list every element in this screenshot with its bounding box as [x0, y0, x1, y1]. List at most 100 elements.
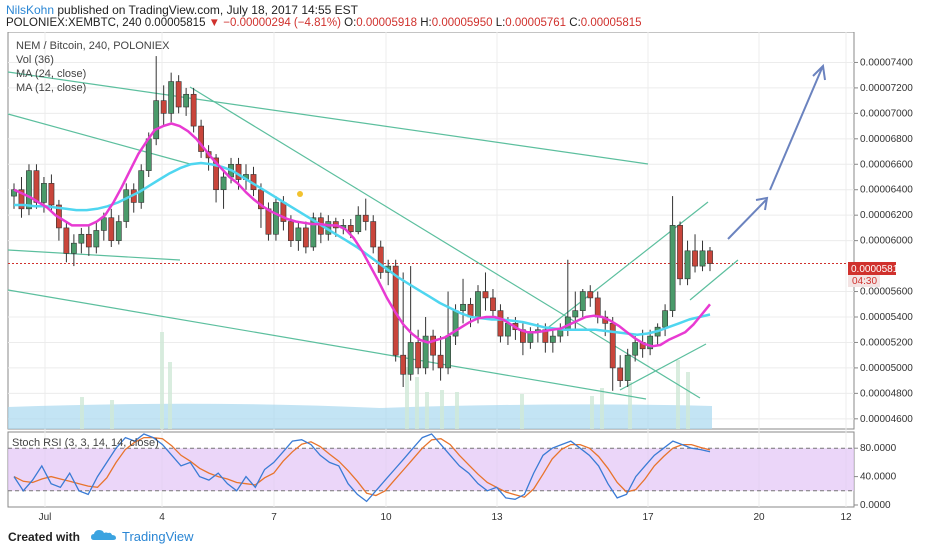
legend-vol: Vol (36)	[16, 54, 54, 66]
low-label: L:	[495, 17, 506, 29]
candles	[11, 56, 713, 391]
price-tag	[848, 262, 896, 275]
candle-down	[497, 310, 504, 337]
volume-spike	[600, 388, 604, 429]
candle-down	[33, 170, 40, 203]
candle-down	[617, 367, 624, 381]
candle-up	[505, 323, 511, 337]
candle-up	[422, 335, 429, 369]
y-tick-label: 0.00006000	[860, 236, 913, 247]
y-tick-label: 0.00007200	[860, 83, 913, 94]
candle-up	[295, 227, 302, 241]
projection-arrow	[769, 67, 823, 191]
change-value: −0.00000294 (−4.81%)	[223, 17, 341, 29]
tradingview-brand[interactable]: TradingView	[122, 529, 194, 544]
x-axis: Jul 4 7 10 13 17 20 12	[39, 512, 852, 522]
stoch-tick-label: 0.0000	[860, 500, 891, 511]
x-tick-label: 12	[840, 512, 852, 522]
down-triangle-icon: ▼	[208, 17, 221, 29]
candle-down	[175, 81, 182, 108]
candle-down	[490, 297, 496, 311]
candle-up	[220, 176, 227, 191]
arrowhead-icon	[812, 63, 826, 81]
candle-down	[609, 323, 616, 369]
candle-down	[235, 163, 242, 180]
countdown-value: 04:30	[852, 276, 877, 287]
x-tick-label: 10	[380, 512, 392, 522]
candle-up	[183, 93, 190, 108]
author-link[interactable]: NilsKohn	[6, 3, 55, 17]
candle-up	[662, 310, 668, 328]
candle-up	[123, 189, 130, 222]
volume-spike	[110, 400, 114, 429]
main-pane	[7, 32, 855, 430]
stoch-tick-label: 40.0000	[860, 472, 897, 483]
open-value: 0.00005918	[356, 17, 418, 29]
y-tick-label: 0.00004800	[860, 388, 913, 399]
candle-down	[362, 214, 369, 222]
y-tick-label: 0.00007400	[860, 57, 913, 68]
created-with: Created with	[8, 530, 81, 544]
y-tick-label: 0.00005400	[860, 312, 913, 323]
projection-arrows	[727, 63, 826, 240]
high-label: H:	[420, 17, 432, 29]
volume-spike	[415, 377, 419, 429]
candle-up	[475, 291, 481, 318]
x-tick-label: 20	[753, 512, 765, 522]
trendline	[619, 343, 707, 391]
candle-up	[632, 342, 639, 356]
candle-up	[460, 303, 466, 311]
trendline	[7, 249, 181, 261]
tradingview-cloud-icon	[91, 530, 116, 540]
candle-down	[85, 233, 92, 248]
candle-down	[213, 157, 219, 191]
trendline	[689, 259, 739, 301]
volume-spike	[520, 394, 524, 429]
candle-down	[108, 217, 115, 241]
candle-down	[482, 291, 489, 299]
symbol-label: POLONIEX:XEMBTC, 240	[6, 17, 142, 29]
x-tick-label: 13	[491, 512, 503, 522]
candle-down	[160, 100, 167, 114]
volume-spike	[405, 367, 409, 429]
y-tick-label: 0.00006800	[860, 134, 913, 145]
candle-down	[430, 335, 436, 356]
moving-averages	[13, 122, 711, 348]
candle-up	[572, 310, 579, 318]
footer: Created with TradingView	[0, 522, 932, 550]
candle-up	[527, 331, 534, 343]
y-tick-label: 0.00005200	[860, 337, 913, 348]
candle-up	[273, 202, 279, 235]
candle-down	[265, 208, 272, 235]
open-label: O:	[344, 17, 357, 29]
candle-down	[370, 221, 377, 248]
candle-up	[70, 242, 77, 254]
candle-up	[100, 217, 107, 231]
volume-area	[8, 403, 712, 429]
stoch-rsi	[8, 433, 854, 503]
candle-up	[624, 354, 631, 381]
y-tick-label: 0.00006600	[860, 159, 913, 170]
stoch-band	[8, 448, 854, 491]
candle-down	[594, 297, 601, 318]
trendline	[544, 201, 709, 331]
volume-spike	[628, 382, 632, 429]
candle-up	[310, 217, 317, 248]
legend-ma24: MA (24, close)	[16, 68, 86, 80]
y-tick-label: 0.00004600	[860, 414, 913, 425]
alert-marker	[297, 191, 303, 197]
y-tick-label: 0.00005600	[860, 287, 913, 298]
close-value: 0.00005815	[580, 17, 642, 29]
candle-down	[692, 250, 698, 267]
ma12-line	[13, 122, 711, 348]
candle-down	[198, 125, 204, 152]
stoch-tick-label: 80.0000	[860, 443, 897, 454]
candle-down	[190, 93, 197, 127]
price-chart[interactable]: 0.00004600 0.00004800 0.00005000 0.00005200…	[0, 32, 932, 522]
candle-down	[400, 354, 407, 375]
candle-up	[41, 183, 47, 203]
publish-header: NilsKohn published on TradingView.com, J…	[6, 3, 358, 17]
symbol-header: POLONIEX:XEMBTC, 240 0.00005815 ▼ −0.000…	[6, 17, 642, 29]
candle-up	[168, 81, 175, 114]
x-tick-label: Jul	[39, 512, 52, 522]
